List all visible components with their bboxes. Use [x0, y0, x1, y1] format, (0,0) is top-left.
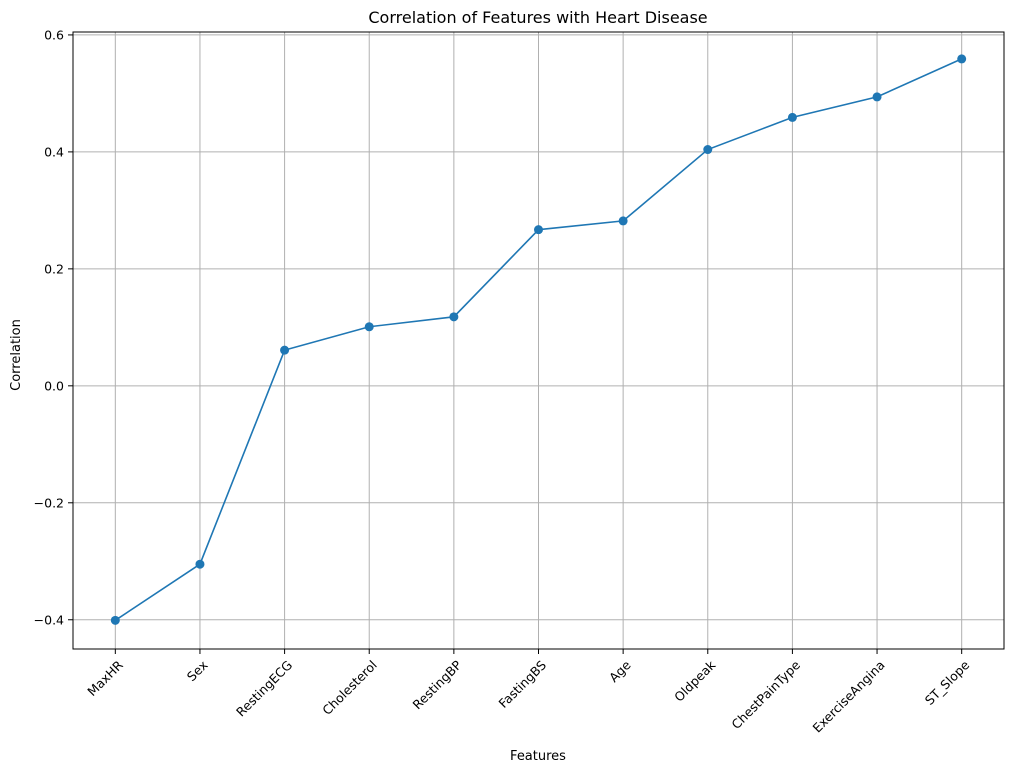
y-axis-label: Correlation — [9, 319, 24, 391]
data-point — [618, 216, 628, 226]
chart-title: Correlation of Features with Heart Disea… — [368, 8, 707, 27]
y-tick-label: 0.4 — [44, 144, 64, 159]
data-point — [534, 225, 543, 235]
y-tick-label: −0.2 — [34, 495, 64, 510]
y-tick-label: 0.6 — [44, 27, 64, 42]
x-tick-label: ExerciseAngina — [810, 657, 888, 735]
y-tick-label: 0.0 — [44, 378, 64, 393]
data-point — [787, 112, 797, 122]
data-point — [872, 92, 882, 102]
x-tick-label: ChestPainType — [728, 657, 803, 732]
data-point — [280, 345, 290, 355]
x-tick-label: RestingECG — [233, 657, 295, 719]
x-tick-label: FastingBS — [496, 657, 550, 711]
data-point — [449, 312, 459, 322]
x-axis: MaxHR Sex RestingECG Cholesterol RestingBP Fa… — [84, 649, 972, 735]
data-point — [703, 145, 713, 155]
x-tick-label: RestingBP — [410, 657, 465, 712]
x-tick-label: Sex — [184, 657, 211, 684]
x-tick-label: Oldpeak — [671, 657, 719, 705]
y-tick-label: 0.2 — [44, 261, 64, 276]
x-axis-label: Features — [510, 749, 566, 764]
data-point — [957, 54, 967, 64]
grid-lines — [73, 32, 1004, 649]
x-tick-label: Cholesterol — [319, 657, 380, 718]
y-axis: −0.4 −0.2 0.0 0.2 0.4 0.6 — [34, 27, 73, 627]
data-point — [195, 559, 205, 569]
data-point — [110, 615, 120, 625]
x-tick-label: MaxHR — [84, 657, 126, 699]
y-tick-label: −0.4 — [34, 612, 64, 627]
series-correlation — [110, 54, 967, 625]
data-point — [364, 322, 374, 332]
x-tick-label: ST_Slope — [922, 657, 973, 708]
x-tick-label: Age — [606, 657, 634, 685]
